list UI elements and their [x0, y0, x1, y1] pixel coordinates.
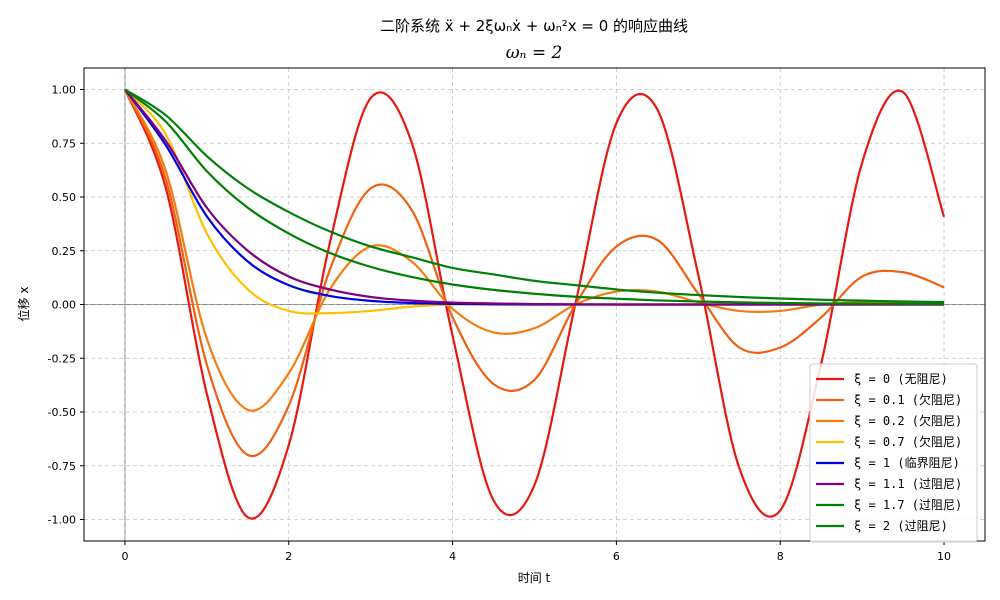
x-tick-label: 6	[613, 550, 620, 563]
y-tick-label: 0.25	[52, 245, 77, 258]
y-tick-label: 0.75	[52, 137, 77, 150]
legend-label: ξ = 2 (过阻尼)	[854, 519, 948, 533]
legend-label: ξ = 1.7 (过阻尼)	[854, 498, 962, 512]
x-tick-label: 10	[937, 550, 951, 563]
x-tick-label: 0	[121, 550, 128, 563]
grid-layer	[84, 68, 985, 541]
series-layer	[123, 88, 946, 520]
legend-label: ξ = 0.1 (欠阻尼)	[854, 392, 962, 407]
chart-subtitle: ωₙ = 2	[506, 43, 563, 63]
legend: ξ = 0 (无阻尼) ξ = 0.1 (欠阻尼) ξ = 0.2 (欠阻尼) ξ =…	[809, 363, 978, 543]
legend-item: ξ = 1.7 (过阻尼)	[816, 498, 962, 512]
x-tick-label: 2	[285, 550, 292, 563]
series-6	[124, 88, 945, 306]
legend-label: ξ = 1.1 (过阻尼)	[854, 477, 962, 491]
legend-item: ξ = 0 (无阻尼)	[816, 372, 948, 386]
y-tick-label: -0.25	[48, 352, 76, 365]
legend-label: ξ = 0 (无阻尼)	[854, 372, 948, 386]
series-5	[124, 88, 945, 306]
legend-box	[809, 363, 978, 543]
y-tick-label: 0.50	[52, 191, 77, 204]
x-axis-label: 时间 t	[518, 571, 551, 585]
y-axis-label: 位移 x	[16, 287, 31, 322]
series-line	[123, 89, 945, 458]
y-tick-label: -0.75	[48, 460, 76, 473]
y-tick-label: 0.00	[52, 299, 77, 312]
legend-item: ξ = 0.1 (欠阻尼)	[816, 392, 962, 407]
legend-label: ξ = 0.7 (欠阻尼)	[854, 434, 962, 449]
series-line	[124, 88, 945, 306]
legend-label: ξ = 0.2 (欠阻尼)	[854, 413, 962, 428]
series-line	[123, 89, 945, 412]
chart-title: 二阶系统 ẍ + 2ξωₙẋ + ωₙ²x = 0 的响应曲线	[380, 17, 688, 35]
y-tick-label: -1.00	[48, 514, 76, 527]
x-tick-label: 4	[449, 550, 456, 563]
legend-item: ξ = 1.1 (过阻尼)	[816, 477, 962, 491]
series-line	[124, 88, 945, 306]
legend-item: ξ = 1 (临界阻尼)	[816, 456, 960, 470]
legend-item: ξ = 0.2 (欠阻尼)	[816, 413, 962, 428]
legend-label: ξ = 1 (临界阻尼)	[854, 456, 960, 470]
x-tick-label: 8	[777, 550, 784, 563]
y-tick-label: -0.50	[48, 406, 76, 419]
legend-item: ξ = 2 (过阻尼)	[816, 519, 948, 533]
legend-item: ξ = 0.7 (欠阻尼)	[816, 434, 962, 449]
y-tick-label: 1.00	[52, 84, 77, 97]
series-7	[124, 88, 945, 304]
tick-layer: 0 2 4 6 8 10 -1.00 -0.75 -0.50 -0.25 0.00 0.25 0.50 0…	[48, 84, 952, 564]
